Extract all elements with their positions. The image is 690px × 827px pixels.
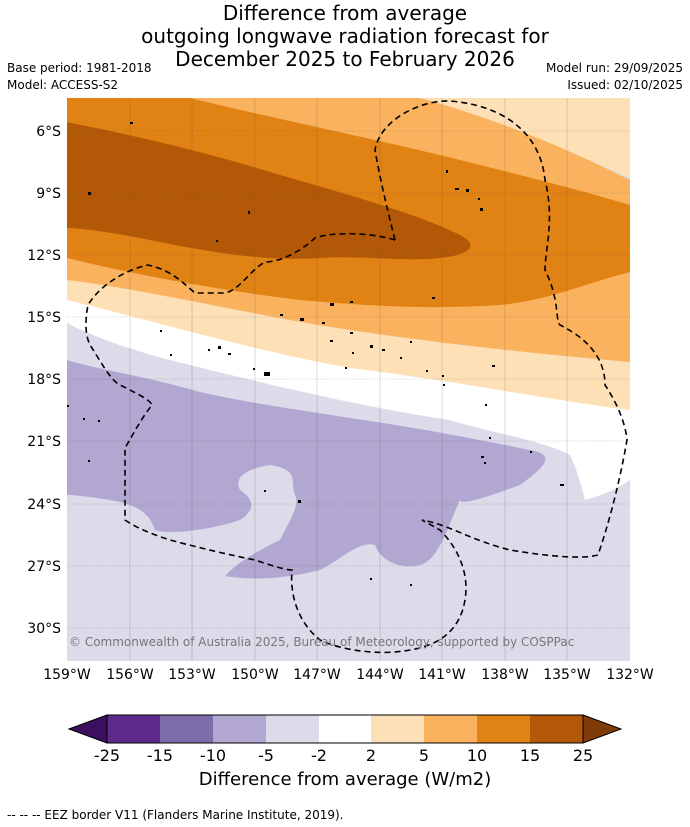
colorbar-swatch (371, 715, 424, 743)
colorbar-max-arrow (582, 714, 623, 744)
issued-date: Issued: 02/10/2025 (567, 78, 683, 92)
colorbar-swatch (477, 715, 530, 743)
band-2-5-ne (420, 98, 630, 178)
model-name: Model: ACCESS-S2 (7, 78, 119, 92)
colorbar-tick-label: 5 (418, 746, 430, 765)
band-neg5-neg10 (67, 360, 546, 579)
colorbar-swatch (424, 715, 477, 743)
colorbar-swatch (266, 715, 319, 743)
band-15-25 (67, 122, 471, 260)
lon-labels: 159°W 156°W 153°W 150°W 147°W 144°W 141°… (43, 667, 654, 683)
lon-label: 144°W (356, 667, 404, 683)
colorbar-tick-label: 15 (519, 746, 541, 765)
lat-label: 27°S (27, 559, 61, 575)
lat-label: 9°S (36, 186, 61, 202)
lon-label: 138°W (481, 667, 529, 683)
islands (67, 122, 564, 586)
title-line-2: outgoing longwave radiation forecast for (141, 24, 549, 48)
lon-label: 147°W (293, 667, 341, 683)
band-2-5 (67, 280, 630, 410)
colorbar-tick-label: 2 (365, 746, 377, 765)
colorbar-tick-label: -25 (93, 746, 121, 765)
colorbar-min-arrow (67, 714, 108, 744)
colorbar-tick-label: 10 (466, 746, 488, 765)
title-line-1: Difference from average (222, 1, 468, 25)
lon-label: 153°W (168, 667, 216, 683)
eez-legend: -- -- -- EEZ border V11 (Flanders Marine… (7, 808, 344, 822)
colorbar (67, 714, 623, 744)
colorbar-tick-label: 25 (572, 746, 594, 765)
lat-label: 30°S (27, 621, 61, 637)
title-line-3: December 2025 to February 2026 (175, 47, 515, 71)
colorbar-swatch (530, 715, 583, 743)
eez-borders (85, 100, 628, 654)
colorbar-swatch (213, 715, 266, 743)
colorbar-tick-label: -2 (311, 746, 327, 765)
eez-border-west (85, 232, 467, 654)
colorbar-swatch (107, 715, 160, 743)
eez-border-east (374, 100, 628, 558)
lon-label: 132°W (606, 667, 654, 683)
colorbar-tick-label: -15 (146, 746, 174, 765)
lat-label: 15°S (27, 310, 61, 326)
lat-label: 24°S (27, 497, 61, 513)
lon-label: 141°W (418, 667, 466, 683)
lat-labels: 6°S 9°S 12°S 15°S 18°S 21°S 24°S 27°S 30… (27, 124, 61, 637)
copyright-notice: © Commonwealth of Australia 2025, Bureau… (69, 635, 574, 649)
colorbar-swatch (319, 715, 371, 743)
model-run: Model run: 29/09/2025 (545, 61, 683, 75)
anomaly-field (67, 98, 630, 661)
meridians (129, 98, 568, 661)
colorbar-tick-label: -5 (258, 746, 274, 765)
base-period: Base period: 1981-2018 (7, 61, 152, 75)
lat-label: 18°S (27, 372, 61, 388)
lat-label: 21°S (27, 434, 61, 450)
lon-label: 135°W (543, 667, 591, 683)
lat-label: 6°S (36, 124, 61, 140)
lon-label: 150°W (231, 667, 279, 683)
colorbar-swatch (160, 715, 213, 743)
lon-label: 156°W (106, 667, 154, 683)
lat-label: 12°S (27, 248, 61, 264)
lon-label: 159°W (43, 667, 91, 683)
colorbar-title: Difference from average (W/m2) (198, 769, 492, 790)
band-neutral (67, 297, 630, 500)
colorbar-tick-label: -10 (199, 746, 227, 765)
